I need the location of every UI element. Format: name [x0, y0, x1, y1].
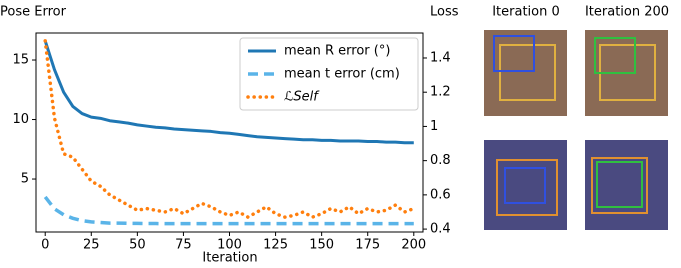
pose-box: [493, 35, 535, 72]
pose-box: [594, 37, 636, 74]
x-tick-label: 150: [309, 238, 334, 253]
y-tick-label: 10: [12, 112, 29, 127]
x-tick-label: 50: [129, 238, 146, 253]
y2-tick-label: 1.2: [430, 85, 451, 100]
y2-tick-label: 0.8: [430, 153, 451, 168]
image-title: Iteration 200: [585, 5, 669, 20]
x-tick-label: 100: [217, 238, 242, 253]
legend-label: ℒSelf: [284, 90, 320, 105]
x-tick-label: 175: [355, 238, 380, 253]
pose-box: [596, 161, 643, 208]
y2-axis-label: Loss: [430, 5, 459, 20]
legend-label: mean R error (°): [284, 44, 390, 59]
image: [585, 140, 668, 230]
legend-label: mean t error (cm): [284, 67, 400, 82]
pose-box: [496, 159, 558, 216]
series-line: [43, 195, 414, 226]
x-tick-label: 200: [401, 238, 426, 253]
y2-tick-label: 0.6: [430, 187, 451, 202]
x-axis-label: Iteration: [202, 251, 257, 266]
x-tick-label: 75: [175, 238, 192, 253]
image-title: Iteration 0: [492, 5, 560, 20]
y-axis-label: Pose Error: [0, 5, 67, 20]
y-tick-label: 15: [12, 53, 29, 68]
series-line: [43, 39, 416, 219]
pose-box: [591, 157, 648, 214]
image-panels: [484, 30, 668, 230]
y2-tick-label: 0.4: [430, 222, 451, 237]
x-tick-label: 125: [263, 238, 288, 253]
y2-tick-label: 1: [430, 119, 438, 134]
y2-tick-label: 1.4: [430, 50, 451, 65]
pose-box: [499, 44, 556, 101]
x-tick-label: 25: [83, 238, 100, 253]
legend-box: [239, 37, 419, 111]
pose-box: [504, 167, 546, 204]
series-line: [43, 40, 414, 145]
y-tick-label: 5: [21, 172, 29, 187]
x-tick-label: 0: [41, 238, 49, 253]
